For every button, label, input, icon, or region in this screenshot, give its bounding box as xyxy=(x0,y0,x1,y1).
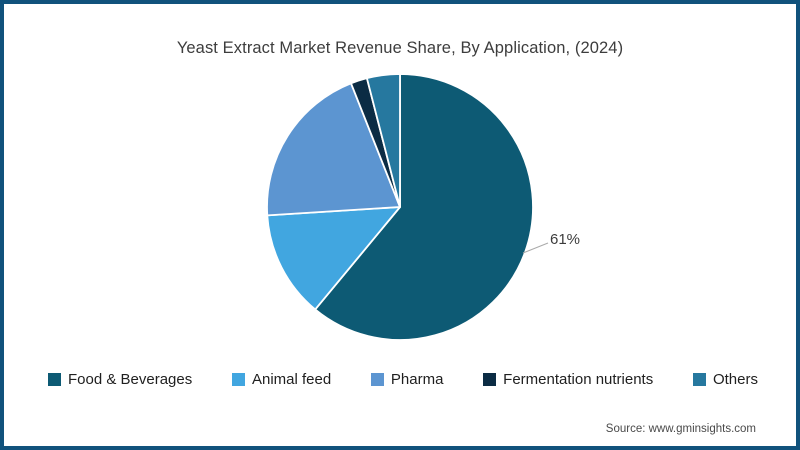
label-leader-line xyxy=(522,242,549,254)
legend-label: Fermentation nutrients xyxy=(503,371,654,388)
pie-slice-others xyxy=(366,73,401,208)
legend-label: Others xyxy=(712,371,758,388)
slice-percentage-label: 61% xyxy=(550,231,581,248)
legend-swatch-icon xyxy=(370,373,384,386)
legend-swatch-icon xyxy=(483,373,497,386)
legend-item-others: Others xyxy=(692,371,758,388)
legend: Food & Beverages Animal feed Pharma Ferment… xyxy=(48,371,758,388)
legend-label: Food & Beverages xyxy=(68,371,193,388)
pie-slices xyxy=(266,73,534,341)
legend-swatch-icon xyxy=(231,373,245,386)
chart-title: Yeast Extract Market Revenue Share, By A… xyxy=(176,39,624,57)
legend-item-pharma: Pharma xyxy=(370,371,444,388)
legend-item-food-beverages: Food & Beverages xyxy=(48,371,192,388)
legend-item-animal-feed: Animal feed xyxy=(231,371,332,388)
pie-slice-pharma xyxy=(266,82,401,217)
pie-chart xyxy=(266,73,549,341)
legend-label: Animal feed xyxy=(251,371,332,388)
legend-label: Pharma xyxy=(390,371,444,388)
legend-swatch-icon xyxy=(692,373,706,386)
legend-item-fermentation-nutrients: Fermentation nutrients xyxy=(483,371,653,388)
source-attribution: Source: www.gminsights.com xyxy=(605,423,756,435)
pie-slice-animal-feed xyxy=(266,206,401,311)
legend-swatch-icon xyxy=(48,373,61,386)
